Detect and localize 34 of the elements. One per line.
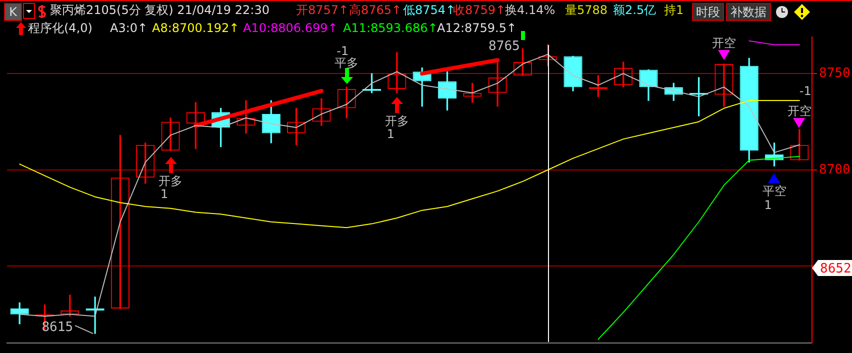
button[interactable]: 补数据: [726, 3, 771, 21]
annotation: 开多: [384, 114, 409, 128]
annotation: 8765: [488, 39, 520, 54]
annotation: -1: [336, 44, 349, 58]
text: A12:8759.5↑: [437, 21, 517, 35]
annotation: 开空: [787, 104, 812, 118]
chart-title: 聚丙烯2105(5分 复权) 21/04/19 22:30: [50, 3, 270, 17]
annotation: -1: [799, 84, 812, 98]
text: 量5788: [565, 3, 608, 17]
text: 额2.5亿: [613, 3, 656, 17]
y-tick-label: 8750: [819, 66, 850, 81]
button[interactable]: 时段: [692, 3, 724, 21]
annotation: 开空: [712, 36, 736, 50]
text: 8652: [820, 261, 852, 276]
annotation: 8615: [42, 320, 74, 335]
text: 收8759↑: [453, 3, 506, 17]
text: A10:8806.699↑: [243, 21, 338, 35]
text: 高8765↑: [349, 3, 402, 17]
text: 开8757↑: [296, 3, 349, 17]
annotation: 平多: [334, 56, 359, 70]
text: A11:8593.686↑: [343, 21, 438, 35]
annotation: 1: [764, 198, 772, 212]
text: 程序化(4,0): [28, 21, 92, 35]
annotation: 1: [160, 187, 168, 201]
text: 持1: [664, 3, 684, 17]
annotation: 平空: [762, 184, 786, 198]
text: 换4.14%: [505, 3, 556, 17]
annotation: 开多: [158, 174, 183, 188]
button[interactable]: K: [4, 3, 22, 21]
y-tick-label: 8700: [819, 162, 850, 178]
text: A8:8700.192↑: [152, 21, 240, 35]
annotation: 1: [386, 127, 395, 141]
candlestick: [86, 296, 104, 334]
text: A3:0↑: [110, 21, 148, 35]
